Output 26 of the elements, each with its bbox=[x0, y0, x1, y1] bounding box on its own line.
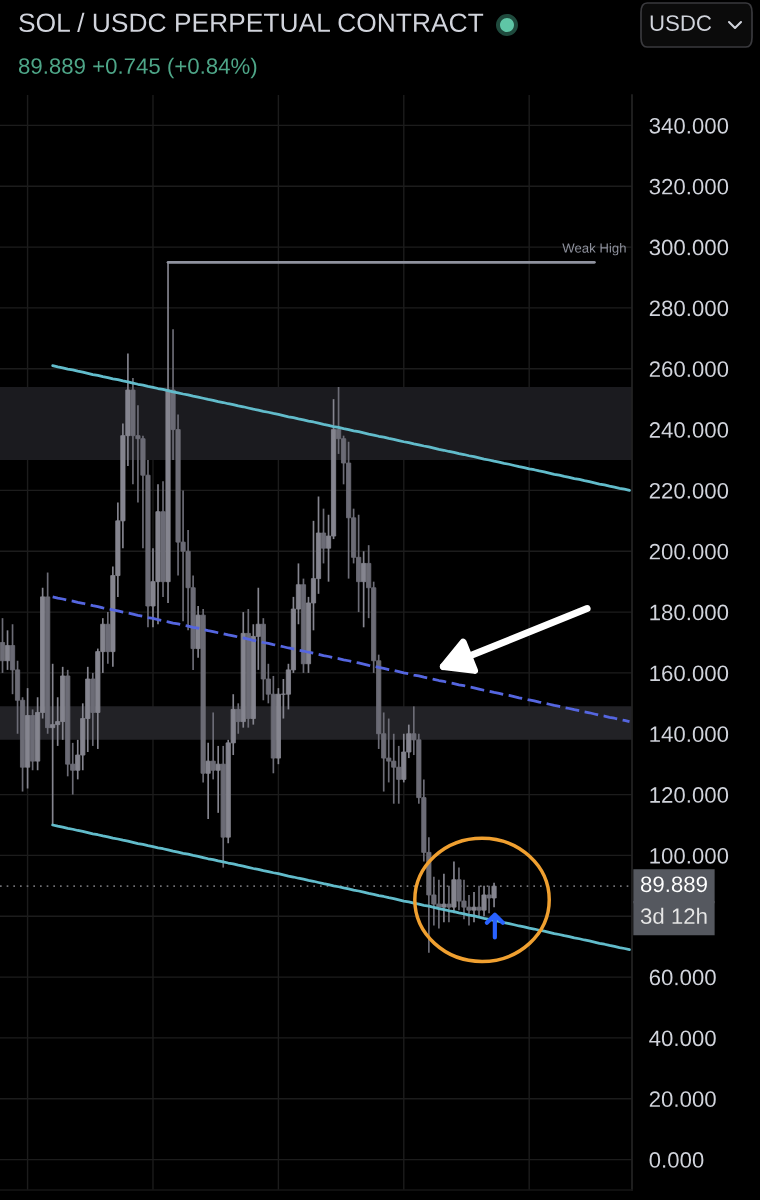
y-tick-label: 200.000 bbox=[649, 543, 729, 560]
y-tick-label: 20.000 bbox=[649, 1091, 716, 1108]
y-tick-label: 40.000 bbox=[649, 1030, 716, 1047]
y-tick-label: 60.000 bbox=[649, 969, 716, 986]
y-tick-label: 180.000 bbox=[650, 604, 729, 621]
y-tick-label: 140.000 bbox=[650, 726, 729, 743]
text: 3d 12h bbox=[640, 907, 707, 925]
text: USDC bbox=[650, 15, 712, 31]
y-tick-label: 280.000 bbox=[649, 300, 729, 317]
line-series bbox=[51, 595, 631, 723]
ref-line-label: 89.889 bbox=[640, 876, 707, 893]
line-series bbox=[51, 823, 631, 952]
y-tick-label: 220.000 bbox=[649, 482, 729, 499]
y-tick-label: 320.000 bbox=[649, 178, 729, 195]
y-tick-label: 300.000 bbox=[649, 239, 729, 256]
y-tick-label: 120.000 bbox=[650, 787, 729, 803]
y-tick-label: 260.000 bbox=[649, 361, 729, 378]
y-tick-label: 240.000 bbox=[649, 422, 729, 438]
chart-subtitle: 89.889 +0.745 (+0.84%) bbox=[18, 57, 257, 79]
line-series bbox=[51, 364, 631, 492]
series-label: Weak High bbox=[562, 243, 626, 256]
y-tick-label: 340.000 bbox=[649, 117, 729, 134]
y-tick-label: 100.000 bbox=[650, 847, 729, 864]
y-tick-label: 0.000 bbox=[649, 1152, 704, 1168]
chart-title: SOL / USDC PERPETUAL CONTRACT bbox=[19, 12, 484, 33]
y-tick-label: 160.000 bbox=[650, 665, 729, 682]
